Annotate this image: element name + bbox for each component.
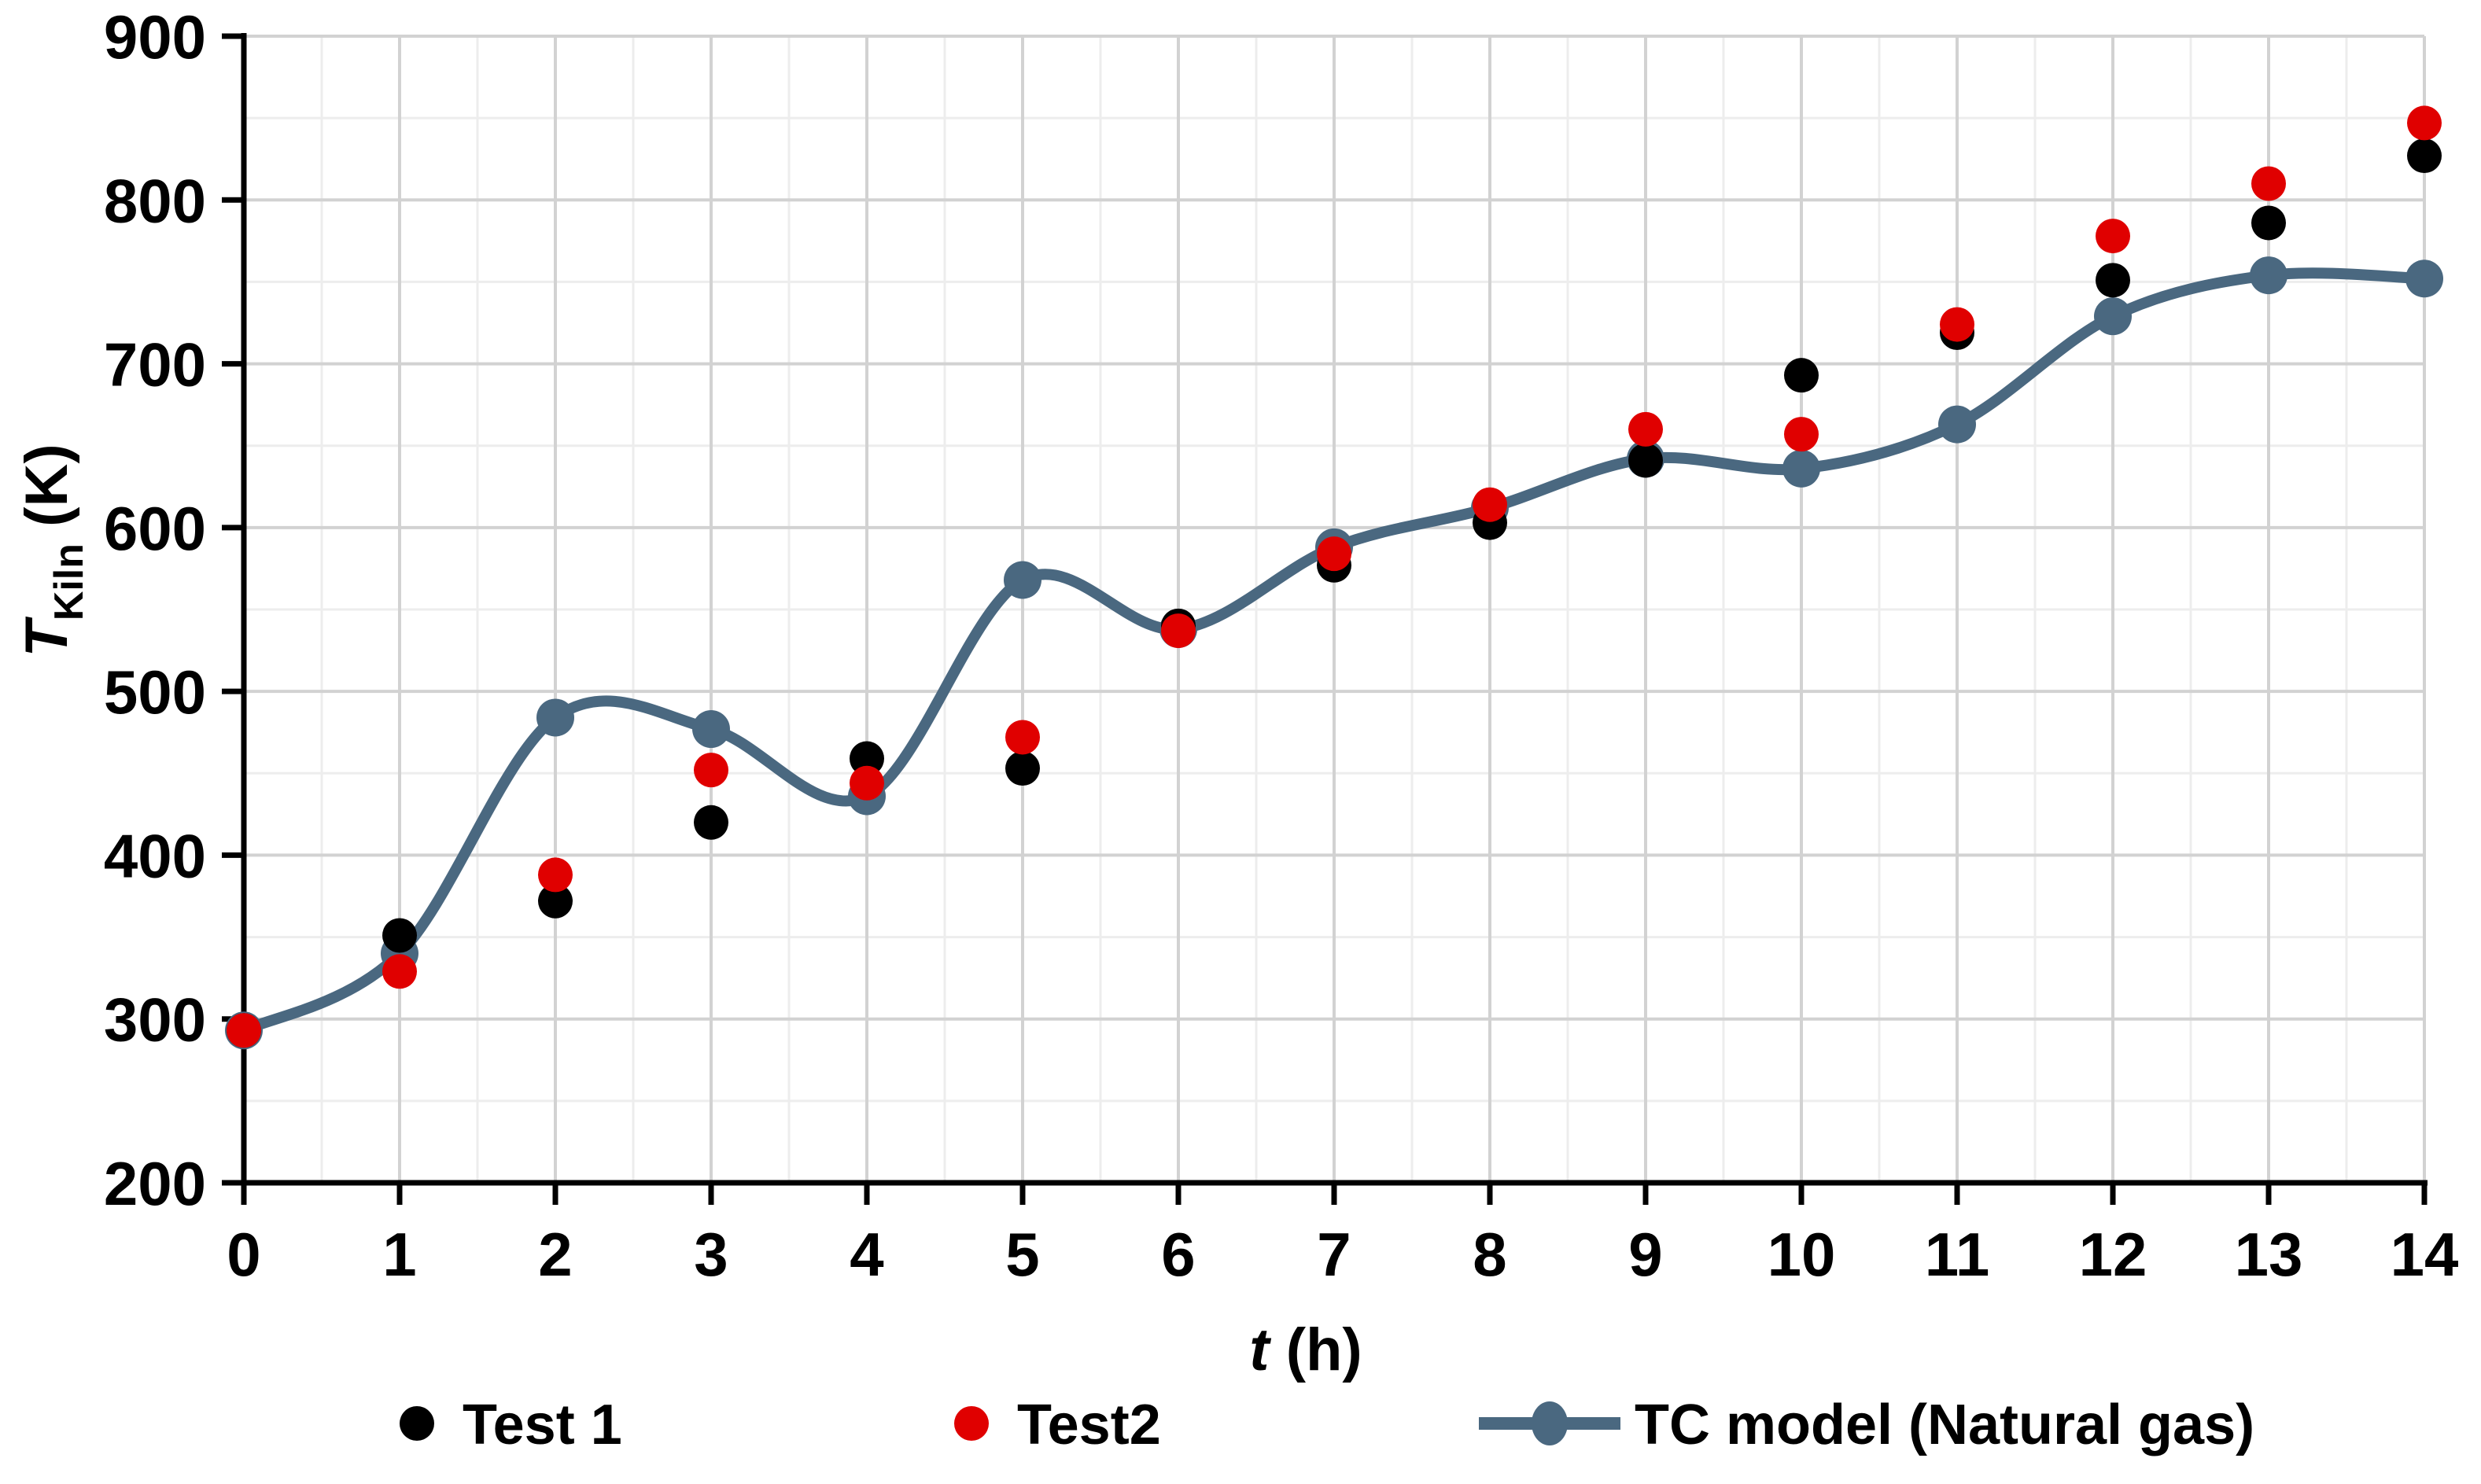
legend: Test 1 Test2 TC model (Natural gas) xyxy=(400,1394,2254,1456)
x-axis-title: t (h) xyxy=(1249,1316,1362,1383)
x-tick-label: 0 xyxy=(227,1220,260,1289)
x-tick-label: 8 xyxy=(1473,1220,1506,1289)
tc-model-marker xyxy=(2250,256,2287,295)
tc-model-marker xyxy=(1004,561,1041,599)
data-point xyxy=(1628,411,1663,447)
data-point xyxy=(538,883,573,919)
data-point xyxy=(2251,166,2286,201)
tc-model-marker xyxy=(1938,405,1976,444)
data-point xyxy=(2407,138,2442,174)
data-point xyxy=(1161,613,1196,649)
data-point xyxy=(850,741,884,776)
x-tick-label: 3 xyxy=(694,1220,728,1289)
tc-model-marker xyxy=(1782,449,1820,488)
data-point xyxy=(382,918,417,953)
series-test2-points xyxy=(227,105,2442,1048)
data-point xyxy=(2251,205,2286,241)
data-point xyxy=(538,857,573,893)
x-tick-label: 9 xyxy=(1628,1220,1662,1289)
legend-marker-test-1 xyxy=(400,1406,434,1441)
tc-model-marker xyxy=(2094,297,2132,336)
legend-marker-tc-model xyxy=(1532,1401,1568,1445)
data-point xyxy=(2096,219,2130,254)
y-tick-label: 800 xyxy=(104,166,206,235)
data-point xyxy=(2407,105,2442,141)
data-point xyxy=(382,954,417,989)
data-point xyxy=(1628,443,1663,478)
data-point xyxy=(2096,263,2130,298)
tick-marks xyxy=(222,33,2428,1205)
x-tick-label: 2 xyxy=(538,1220,572,1289)
legend-label-test-1: Test 1 xyxy=(463,1394,622,1456)
data-point xyxy=(1005,720,1040,755)
x-tick-label: 13 xyxy=(2235,1220,2303,1289)
tc-model-marker xyxy=(692,710,730,749)
data-point xyxy=(850,765,884,801)
y-tick-label: 200 xyxy=(104,1149,206,1218)
legend-marker-test2 xyxy=(954,1406,989,1441)
legend-label-tc-model: TC model (Natural gas) xyxy=(1635,1394,2254,1456)
y-tick-label: 900 xyxy=(104,2,206,72)
data-point xyxy=(1473,487,1507,522)
y-axis-title: TKiln (K) xyxy=(13,444,92,657)
x-tick-label: 4 xyxy=(850,1220,883,1289)
y-tick-label: 700 xyxy=(104,330,206,400)
tc-model-marker xyxy=(536,698,574,737)
data-point xyxy=(1317,536,1351,572)
y-tick-label: 600 xyxy=(104,494,206,563)
gridlines xyxy=(244,35,2426,1183)
x-tick-label: 14 xyxy=(2391,1220,2459,1289)
data-point xyxy=(1940,307,1974,342)
tc-model-marker xyxy=(2405,260,2443,298)
data-point xyxy=(1784,417,1819,452)
data-point xyxy=(1784,358,1819,393)
y-tick-label: 400 xyxy=(104,821,206,890)
x-tick-label: 12 xyxy=(2079,1220,2147,1289)
x-tick-label: 10 xyxy=(1768,1220,1836,1289)
y-tick-label: 300 xyxy=(104,985,206,1055)
data-point xyxy=(1005,751,1040,786)
x-tick-label: 5 xyxy=(1005,1220,1039,1289)
data-point xyxy=(694,805,728,840)
x-tick-label: 7 xyxy=(1317,1220,1351,1289)
data-point xyxy=(227,1013,261,1048)
x-tick-label: 1 xyxy=(382,1220,416,1289)
x-tick-label: 11 xyxy=(1925,1220,1989,1289)
y-tick-label: 500 xyxy=(104,657,206,727)
x-tick-label: 6 xyxy=(1161,1220,1195,1289)
legend-label-test2: Test2 xyxy=(1017,1394,1161,1456)
data-point xyxy=(694,753,728,788)
